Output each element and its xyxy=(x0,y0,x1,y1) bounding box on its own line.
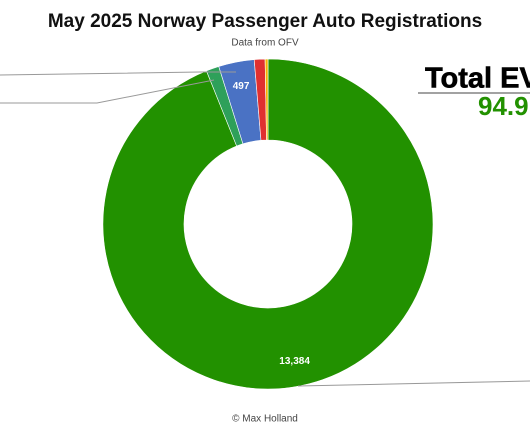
leader-line xyxy=(0,79,215,104)
leader-line xyxy=(0,71,236,76)
credit: © Max Holland xyxy=(232,414,298,425)
chart-title: May 2025 Norway Passenger Auto Registrat… xyxy=(48,11,482,32)
donut xyxy=(102,58,434,390)
annotation-value: 94.9 xyxy=(478,91,529,121)
donut-slice xyxy=(264,58,269,141)
leader-line xyxy=(297,380,530,387)
donut-slice xyxy=(102,58,434,390)
data-label: 13,384 xyxy=(279,356,310,367)
data-label: 497 xyxy=(233,81,250,92)
chart-subtitle: Data from OFV xyxy=(231,38,299,49)
annotation-heading: Total EV xyxy=(425,63,530,95)
